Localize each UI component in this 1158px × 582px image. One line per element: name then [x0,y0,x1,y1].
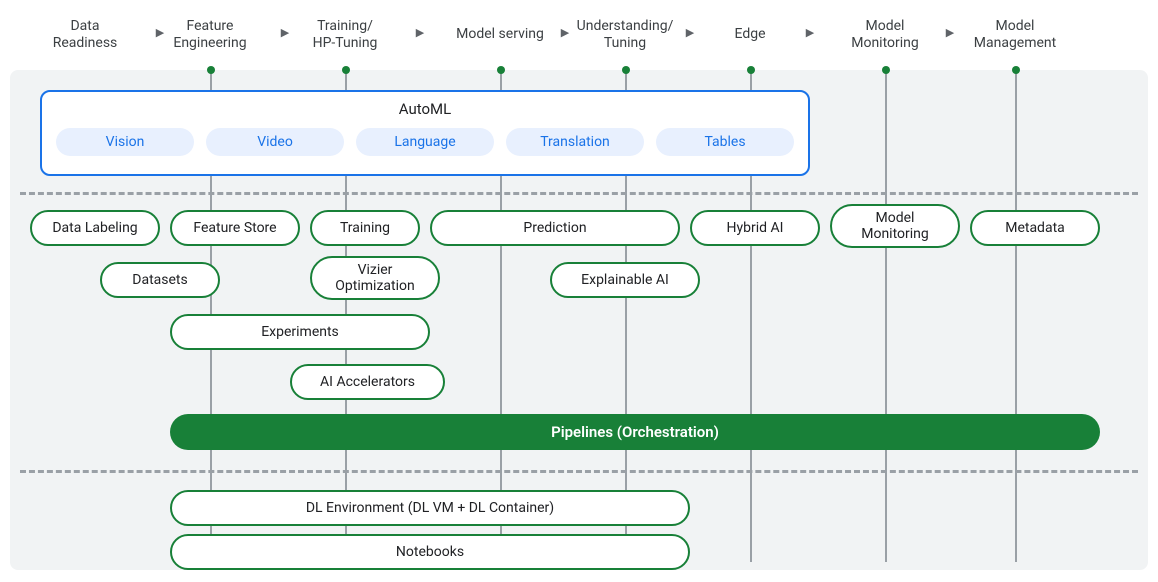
column-line [885,70,887,562]
pill-model-monitoring: ModelMonitoring [830,204,960,248]
diagram-stage: DataReadiness FeatureEngineering Training/… [10,10,1148,572]
column-dot-icon [207,66,215,74]
chevron-right-icon: ▶ [561,26,569,39]
automl-pill-vision: Vision [56,128,194,156]
automl-pill-translation: Translation [506,128,644,156]
column-dot-icon [622,66,630,74]
pill-notebooks: Notebooks [170,534,690,570]
chevron-right-icon: ▶ [806,26,814,39]
h-feature-eng: FeatureEngineering [173,18,246,52]
automl-pill-row: Vision Video Language Translation Tables [42,118,808,170]
header-row: DataReadiness FeatureEngineering Training/… [10,10,1148,60]
h-data-readiness: DataReadiness [53,18,118,52]
column-dot-icon [1012,66,1020,74]
pipelines-label: Pipelines (Orchestration) [551,423,719,441]
h-monitoring: ModelMonitoring [851,18,919,52]
chevron-right-icon: ▶ [686,26,694,39]
chevron-right-icon: ▶ [156,26,164,39]
pill-experiments: Experiments [170,314,430,350]
automl-title: AutoML [42,92,808,118]
column-dot-icon [882,66,890,74]
automl-pill-tables: Tables [656,128,794,156]
chevron-right-icon: ▶ [946,26,954,39]
pipelines-bar: Pipelines (Orchestration) [170,414,1100,450]
pill-dl-env: DL Environment (DL VM + DL Container) [170,490,690,526]
pill-explainable-ai: Explainable AI [550,262,700,298]
pill-hybrid-ai: Hybrid AI [690,210,820,246]
main-panel: AutoML Vision Video Language Translation Tab… [10,70,1148,570]
pill-prediction: Prediction [430,210,680,246]
pill-metadata: Metadata [970,210,1100,246]
pill-feature-store: Feature Store [170,210,300,246]
section-divider [20,470,1138,473]
h-understanding: Understanding/Tuning [577,18,674,52]
h-serving: Model serving [456,26,544,43]
chevron-right-icon: ▶ [281,26,289,39]
automl-box: AutoML Vision Video Language Translation Tab… [40,90,810,176]
h-edge: Edge [734,26,765,43]
pill-ai-accelerators: AI Accelerators [290,364,445,400]
h-training: Training/HP-Tuning [313,18,378,52]
column-dot-icon [747,66,755,74]
column-dot-icon [497,66,505,74]
pill-datasets: Datasets [100,262,220,298]
chevron-right-icon: ▶ [416,26,424,39]
pill-vizier: VizierOptimization [310,256,440,300]
column-dot-icon [342,66,350,74]
column-line [1015,70,1017,562]
automl-pill-language: Language [356,128,494,156]
section-divider [20,192,1138,195]
pill-training: Training [310,210,420,246]
automl-pill-video: Video [206,128,344,156]
h-management: ModelManagement [974,18,1056,52]
pill-data-labeling: Data Labeling [30,210,160,246]
